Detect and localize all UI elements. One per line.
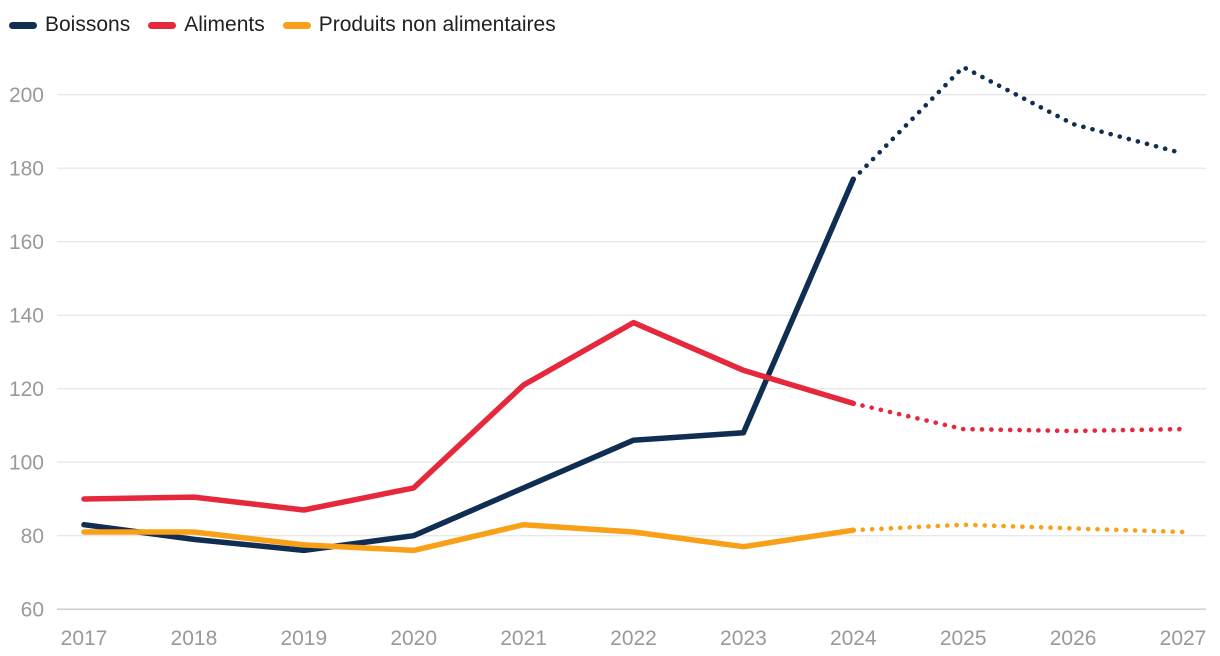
y-axis-tick-label: 140 xyxy=(9,305,44,328)
x-axis-tick-label: 2027 xyxy=(1160,627,1207,650)
x-axis-tick-label: 2020 xyxy=(390,627,437,650)
legend-item-produits-non-alimentaires[interactable]: Produits non alimentaires xyxy=(282,13,556,37)
y-axis-tick-label: 80 xyxy=(21,525,44,548)
y-axis-tick-label: 120 xyxy=(9,378,44,401)
series-forecast-line-produits-non-alimentaires xyxy=(850,522,1186,535)
x-axis-tick-label: 2021 xyxy=(500,627,547,650)
y-axis-tick-label: 100 xyxy=(9,452,44,475)
series-forecast-line-boissons xyxy=(850,64,1186,182)
y-axis-tick-label: 160 xyxy=(9,231,44,254)
series-forecast-line-aliments xyxy=(850,401,1186,434)
chart-legend: Boissons Aliments Produits non alimentaire… xyxy=(9,13,556,37)
x-axis-tick-label: 2024 xyxy=(830,627,877,650)
legend-swatch-icon xyxy=(148,21,177,29)
x-axis-tick-label: 2022 xyxy=(610,627,657,650)
x-axis-tick-label: 2023 xyxy=(720,627,767,650)
x-axis-tick-label: 2019 xyxy=(280,627,327,650)
legend-label: Boissons xyxy=(45,13,131,36)
series-line-aliments xyxy=(81,319,857,513)
x-axis-tick-label: 2018 xyxy=(171,627,218,650)
legend-item-boissons[interactable]: Boissons xyxy=(9,13,130,37)
y-axis-tick-label: 180 xyxy=(9,158,44,181)
series-line-produits-non-alimentaires xyxy=(81,521,857,554)
y-axis-tick-label: 200 xyxy=(9,84,44,107)
legend-label: Aliments xyxy=(184,13,265,36)
x-axis-tick-label: 2025 xyxy=(940,627,987,650)
legend-swatch-icon xyxy=(282,21,311,29)
series-line-boissons xyxy=(81,176,857,554)
legend-item-aliments[interactable]: Aliments xyxy=(148,13,265,37)
y-axis-tick-label: 60 xyxy=(21,599,44,622)
x-axis-tick-label: 2017 xyxy=(61,627,108,650)
legend-swatch-icon xyxy=(9,21,37,29)
x-axis-tick-label: 2026 xyxy=(1050,627,1097,650)
legend-label: Produits non alimentaires xyxy=(318,13,556,36)
